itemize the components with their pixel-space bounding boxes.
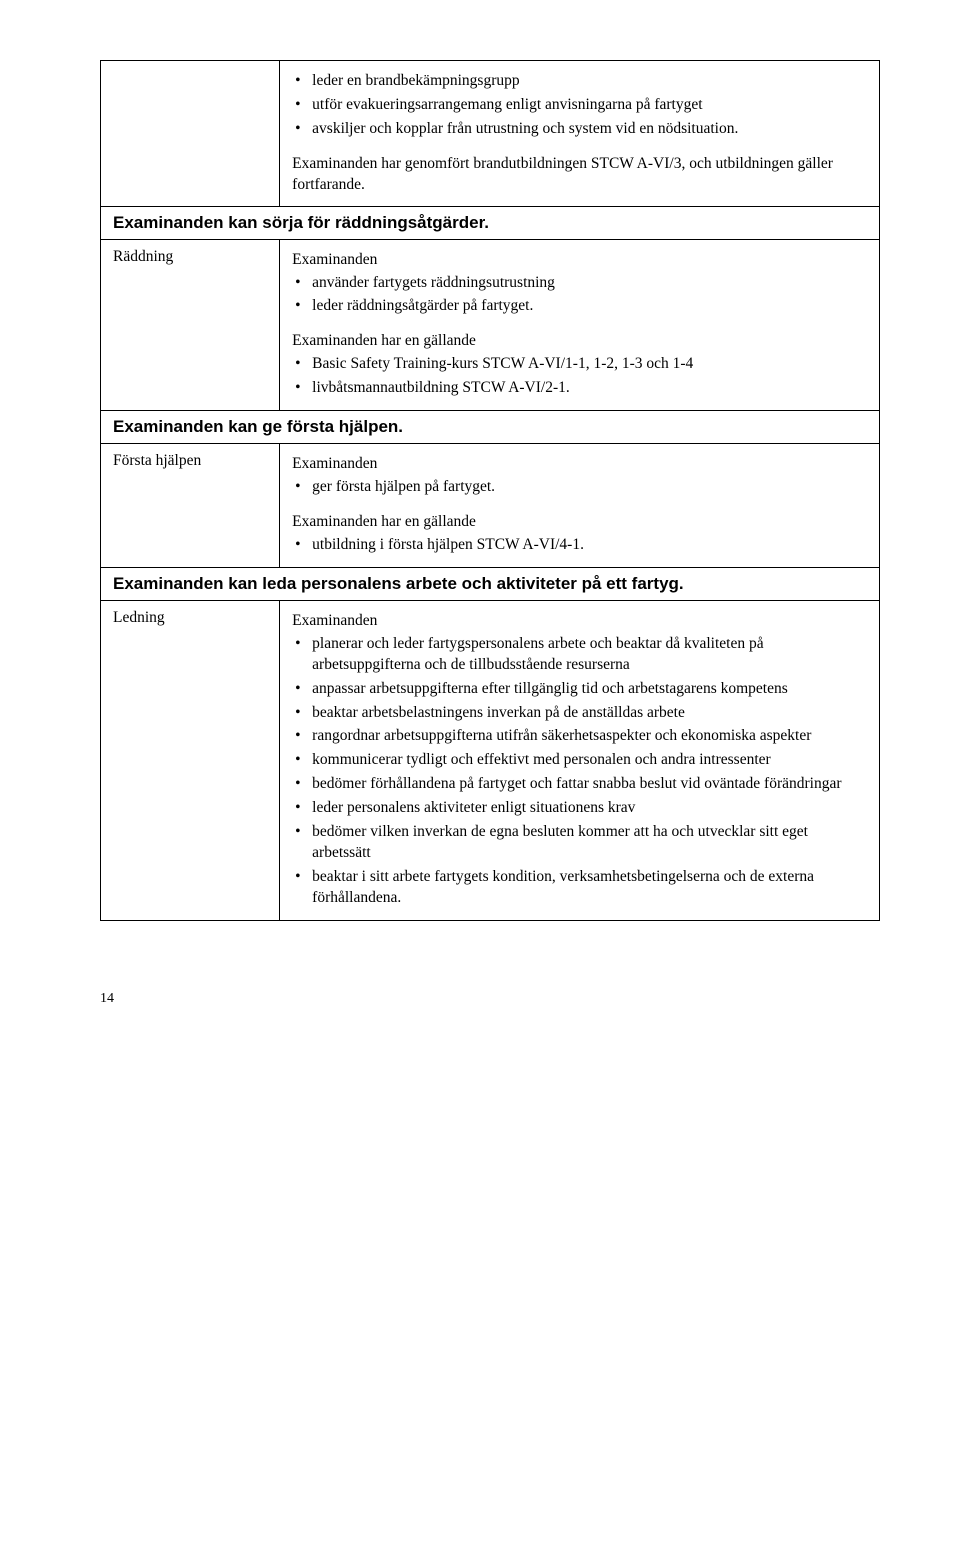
- list-item: leder personalens aktiviteter enligt sit…: [292, 798, 867, 819]
- list-item: rangordnar arbetsuppgifterna utifrån säk…: [292, 726, 867, 747]
- list-item: planerar och leder fartygspersonalens ar…: [292, 634, 867, 676]
- list-item: utför evakueringsarrangemang enligt anvi…: [292, 95, 867, 116]
- list-item: leder en brandbekämpningsgrupp: [292, 71, 867, 92]
- list-item: beaktar i sitt arbete fartygets konditio…: [292, 867, 867, 909]
- list-item: anpassar arbetsuppgifterna efter tillgän…: [292, 679, 867, 700]
- list-item: använder fartygets räddningsutrustning: [292, 273, 867, 294]
- block4-content: Examinanden planerar och leder fartygspe…: [280, 600, 880, 920]
- block2-content: Examinanden använder fartygets räddnings…: [280, 239, 880, 411]
- lead-text: Examinanden: [292, 454, 867, 475]
- section-heading: Examinanden kan leda personalens arbete …: [101, 567, 880, 600]
- row-label: Första hjälpen: [101, 444, 280, 568]
- list-item: livbåtsmannautbildning STCW A-VI/2-1.: [292, 378, 867, 399]
- list-item: ger första hjälpen på fartyget.: [292, 477, 867, 498]
- page-number: 14: [100, 991, 880, 1007]
- empty-label-cell: [101, 61, 280, 207]
- list-item: bedömer vilken inverkan de egna besluten…: [292, 822, 867, 864]
- list-item: beaktar arbetsbelastningens inverkan på …: [292, 703, 867, 724]
- list-item: avskiljer och kopplar från utrustning oc…: [292, 119, 867, 140]
- trailing-lead: Examinanden har en gällande: [292, 331, 867, 352]
- lead-text: Examinanden: [292, 250, 867, 271]
- list-item: bedömer förhållandena på fartyget och fa…: [292, 774, 867, 795]
- trailing-text: Examinanden har genomfört brandutbildnin…: [292, 154, 867, 196]
- trailing-lead: Examinanden har en gällande: [292, 512, 867, 533]
- list-item: kommunicerar tydligt och effektivt med p…: [292, 750, 867, 771]
- list-item: utbildning i första hjälpen STCW A-VI/4-…: [292, 535, 867, 556]
- list-item: Basic Safety Training-kurs STCW A-VI/1-1…: [292, 354, 867, 375]
- row-label: Ledning: [101, 600, 280, 920]
- section-heading: Examinanden kan sörja för räddningsåtgär…: [101, 206, 880, 239]
- competency-table: leder en brandbekämpningsgrupp utför eva…: [100, 60, 880, 921]
- block1-content: leder en brandbekämpningsgrupp utför eva…: [280, 61, 880, 207]
- section-heading: Examinanden kan ge första hjälpen.: [101, 411, 880, 444]
- lead-text: Examinanden: [292, 611, 867, 632]
- row-label: Räddning: [101, 239, 280, 411]
- list-item: leder räddningsåtgärder på fartyget.: [292, 296, 867, 317]
- block3-content: Examinanden ger första hjälpen på fartyg…: [280, 444, 880, 568]
